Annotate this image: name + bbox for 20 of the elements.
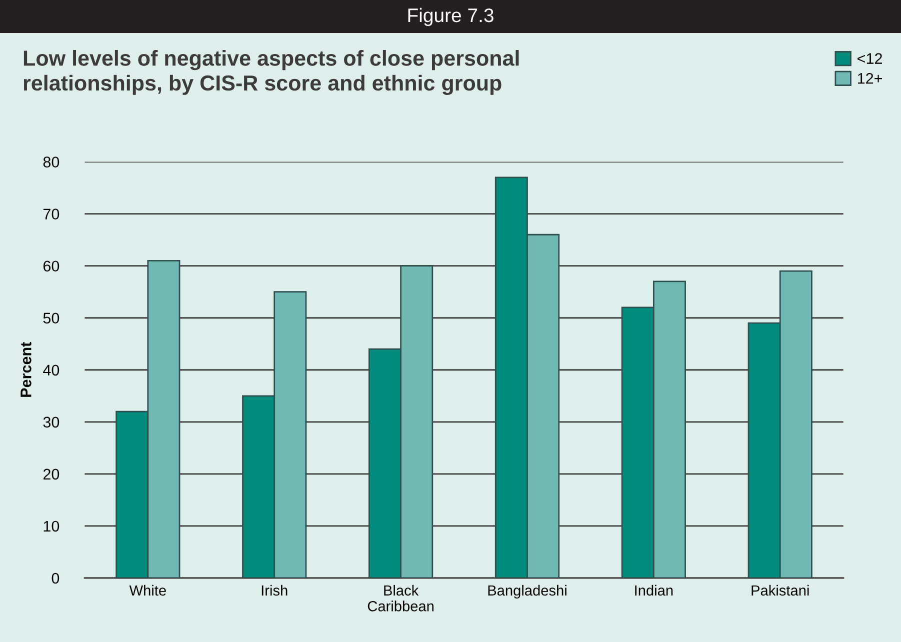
- x-tick-label: Black Caribbean: [368, 584, 434, 612]
- y-tick-label: 60: [43, 260, 60, 272]
- x-tick-label: Bangladeshi: [488, 584, 566, 599]
- y-tick-label: 0: [52, 572, 60, 584]
- legend-label: <12: [858, 53, 882, 64]
- y-tick-label: 20: [43, 468, 60, 480]
- y-tick-label: 40: [43, 364, 60, 376]
- x-tick-label: White: [129, 584, 166, 596]
- caption: Figure 7.3: [408, 8, 494, 26]
- y-tick-label: 10: [44, 520, 60, 532]
- chart-title: Low levels of negative aspects of close personal relationships, by CIS-R score and ethnic group: [24, 50, 519, 96]
- x-tick-label: Indian: [635, 584, 673, 596]
- legend-label: 12+: [858, 72, 882, 84]
- y-axis-title: Percent: [20, 342, 32, 397]
- x-tick-label: Irish: [262, 584, 288, 596]
- x-tick-label: Pakistani: [752, 584, 809, 596]
- y-tick-label: 30: [43, 416, 60, 428]
- y-tick-label: 50: [43, 312, 60, 324]
- y-tick-label: 70: [43, 208, 60, 220]
- y-tick-label: 80: [43, 156, 60, 168]
